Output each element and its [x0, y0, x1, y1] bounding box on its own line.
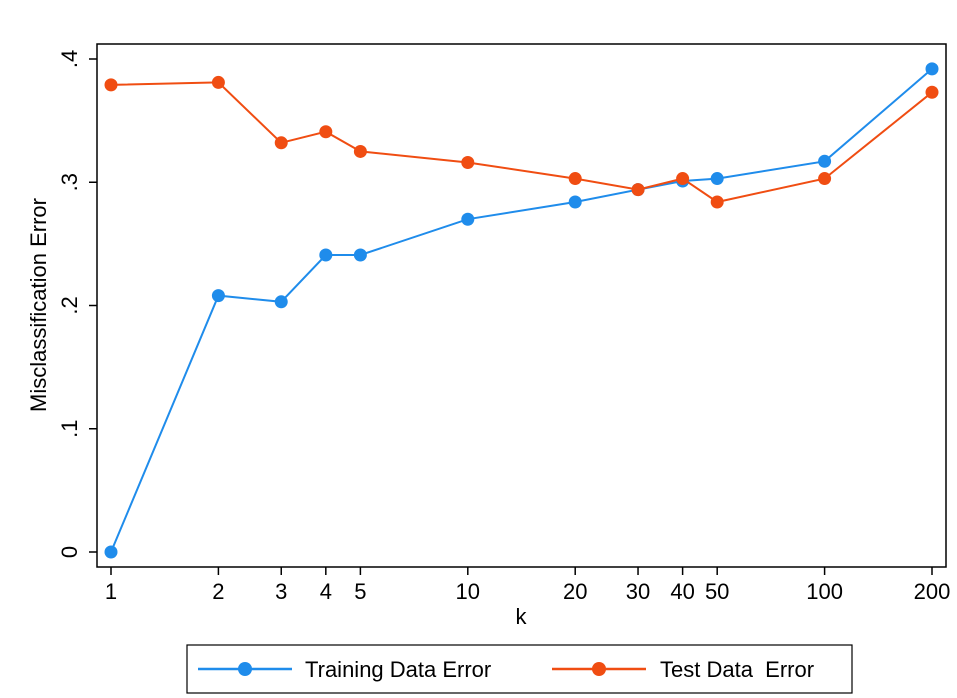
data-point [461, 212, 475, 226]
legend-label-test: Test Data Error [660, 657, 814, 682]
data-point [353, 144, 367, 158]
x-tick-label: 10 [456, 579, 480, 604]
x-tick-label: 50 [705, 579, 729, 604]
x-tick-label: 100 [806, 579, 843, 604]
plot-frame [96, 43, 947, 568]
y-tick-label: .3 [57, 173, 82, 191]
y-tick-label: 0 [57, 546, 82, 558]
data-point [353, 248, 367, 262]
data-point [104, 545, 118, 559]
data-point [104, 78, 118, 92]
x-axis-title: k [516, 604, 528, 629]
data-point [710, 195, 724, 209]
data-point [274, 136, 288, 150]
data-point [211, 289, 225, 303]
data-point [925, 85, 939, 99]
x-tick-label: 20 [563, 579, 587, 604]
x-tick-label: 200 [914, 579, 951, 604]
data-point [211, 75, 225, 89]
data-point [274, 295, 288, 309]
y-axis-title: Misclassification Error [26, 198, 51, 412]
legend-swatch-training-marker [238, 662, 252, 676]
data-point [461, 156, 475, 170]
y-tick-label: .2 [57, 296, 82, 314]
series-test [104, 75, 939, 209]
x-tick-label: 40 [670, 579, 694, 604]
data-point [925, 62, 939, 76]
legend: Training Data Error Test Data Error [186, 644, 853, 694]
x-axis: 1 2 3 4 5 10 20 30 40 50 100 200 [105, 567, 950, 604]
data-point [568, 172, 582, 186]
data-point [319, 248, 333, 262]
legend-frame [186, 644, 853, 694]
data-point [676, 172, 690, 186]
legend-label-training: Training Data Error [305, 657, 491, 682]
data-point [631, 183, 645, 197]
x-tick-label: 2 [212, 579, 224, 604]
data-point [818, 154, 832, 168]
x-tick-label: 4 [320, 579, 332, 604]
data-point [319, 125, 333, 139]
series-line [110, 81, 933, 204]
x-tick-label: 3 [275, 579, 287, 604]
series-layer [104, 62, 939, 559]
data-point [568, 195, 582, 209]
data-point [818, 172, 832, 186]
data-point [710, 172, 724, 186]
x-tick-label: 1 [105, 579, 117, 604]
legend-swatch-test-marker [592, 662, 606, 676]
y-axis: 0 .1 .2 .3 .4 [57, 50, 97, 558]
series-line [110, 68, 933, 553]
y-tick-label: .1 [57, 420, 82, 438]
y-tick-label: .4 [57, 50, 82, 68]
x-tick-label: 30 [626, 579, 650, 604]
x-tick-label: 5 [354, 579, 366, 604]
series-training [104, 62, 939, 559]
